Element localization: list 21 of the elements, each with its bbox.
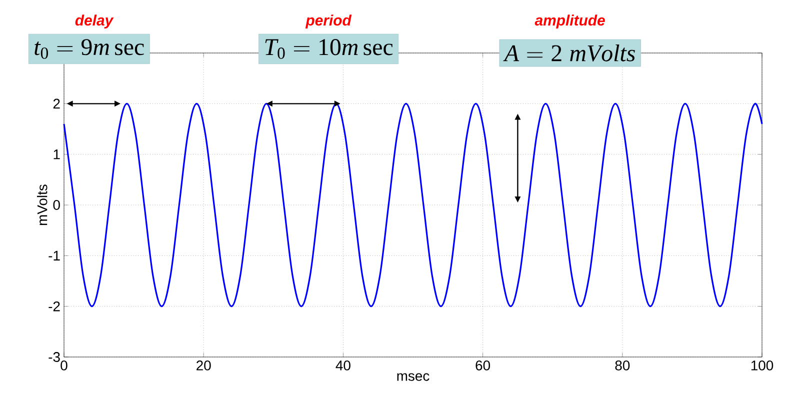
y-tick-label: 1 (54, 150, 60, 160)
x-tick-label: 0 (60, 360, 68, 370)
text: delay (75, 14, 114, 29)
line-series (63, 102, 763, 308)
annotation: $T_0 = 10m\,\mathrm{sec}$ (265, 39, 393, 59)
y-tick-label: 0 (53, 200, 60, 210)
annotation: $t_0 = 9m\,\mathrm{sec}$ (34, 39, 144, 59)
x-axis-title: msec (397, 373, 430, 381)
x-tick-label: 20 (196, 360, 211, 370)
y-axis-title: mVolts (36, 184, 48, 226)
y-tick-label: -2 (48, 301, 60, 312)
text: amplitude (534, 14, 605, 29)
x-tick-label: 60 (476, 360, 490, 370)
x-tick-label: 80 (615, 360, 630, 370)
x-tick-label: 100 (751, 360, 774, 370)
x-tick-label: 40 (336, 360, 350, 370)
y-tick-label: -1 (48, 250, 60, 260)
text: period (305, 14, 352, 29)
annotation: $A = 2\ mVolts$ (503, 44, 635, 62)
y-tick-label: -3 (48, 352, 60, 362)
y-tick-label: 2 (53, 98, 60, 109)
